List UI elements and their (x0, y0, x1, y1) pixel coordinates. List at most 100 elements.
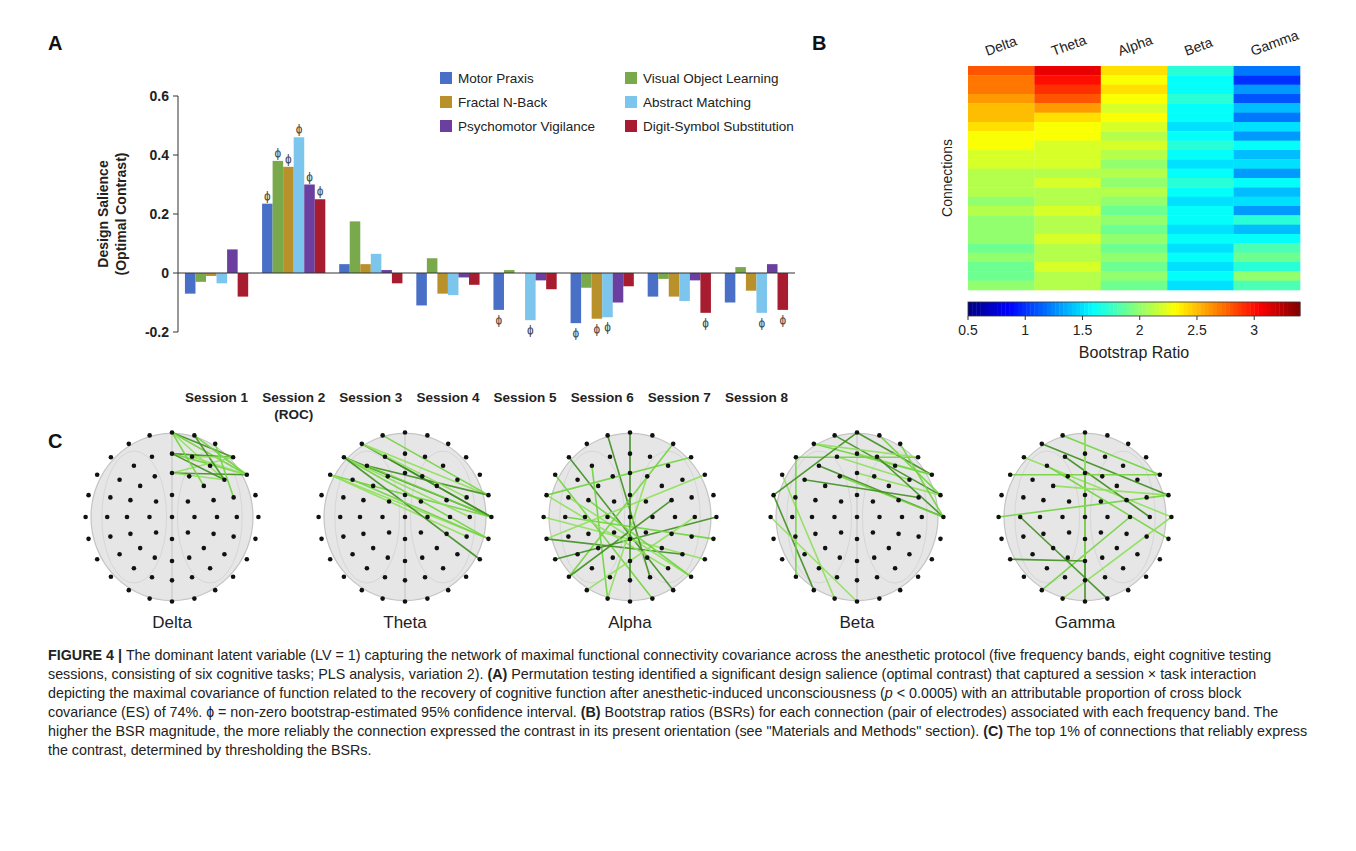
x-tick-label: Session 3 (339, 390, 403, 405)
colorbar-segment (968, 302, 973, 316)
electrode (380, 596, 385, 601)
electrode (455, 552, 460, 557)
electrode (812, 442, 817, 447)
heatmap-cell (1101, 271, 1168, 281)
legend-swatch (440, 96, 452, 108)
electrode (387, 530, 392, 535)
electrode (585, 588, 590, 593)
electrode (383, 575, 388, 580)
connection (172, 433, 204, 486)
figure: A-0.200.20.40.6Design Salience(Optimal C… (0, 0, 1356, 640)
colorbar-segment (1151, 302, 1156, 316)
significance-marker: ɸ (296, 122, 303, 136)
electrode (544, 493, 549, 498)
panel-label: C (48, 430, 62, 452)
column-label: Alpha (1116, 31, 1155, 58)
heatmap-cell (1034, 253, 1101, 263)
connection (771, 517, 857, 601)
electrode (896, 532, 901, 537)
electrode (996, 515, 1001, 520)
electrode (813, 532, 818, 537)
electrode (147, 433, 152, 438)
electrode (1126, 442, 1131, 447)
electrode (839, 499, 844, 504)
colorbar-tick (1139, 316, 1140, 320)
electrode (478, 472, 483, 477)
heatmap-cell (968, 131, 1035, 141)
colorbar-segment (1072, 302, 1077, 316)
electrode (1008, 472, 1013, 477)
electrode (628, 578, 633, 583)
heatmap-cell (1167, 113, 1234, 123)
heatmap-cell (968, 75, 1035, 85)
colorbar-tick (1025, 316, 1026, 320)
heatmap-cell (1234, 243, 1301, 253)
heatmap-cell (1234, 281, 1301, 291)
electrode (1103, 454, 1108, 459)
bar (658, 273, 669, 279)
caption-text: FIGURE 4 | (48, 647, 126, 663)
electrode (253, 537, 258, 542)
electrode (138, 546, 143, 551)
electrode (612, 530, 617, 535)
electrode (835, 575, 840, 580)
colorbar-segment (1084, 302, 1089, 316)
heatmap-cell (968, 169, 1035, 179)
electrode (361, 498, 366, 503)
colorbar-segment (1047, 302, 1052, 316)
electrode (1126, 588, 1131, 593)
x-tick-label: Session 2(ROC) (262, 390, 325, 422)
bar (613, 273, 624, 303)
electrode (128, 532, 133, 537)
connection (814, 444, 918, 457)
colorbar-segment (1030, 302, 1035, 316)
colorbar-segment (1122, 302, 1127, 316)
electrode (380, 433, 385, 438)
heatmap-cell (1101, 197, 1168, 207)
electrode (1128, 515, 1133, 520)
electrode (147, 515, 152, 520)
electrode (898, 588, 903, 593)
colorbar-tick (1254, 316, 1255, 320)
colorbar-segment (1059, 302, 1064, 316)
connection (1053, 486, 1168, 495)
connections (172, 433, 247, 498)
column-label: Gamma (1248, 27, 1300, 59)
legend-swatch (440, 72, 452, 84)
heatmap-cell (1234, 187, 1301, 197)
electrode (365, 566, 370, 571)
colorbar-segment (1063, 302, 1068, 316)
heatmap-cell (1167, 271, 1234, 281)
electrode (628, 451, 633, 456)
heatmap-cell (1234, 75, 1301, 85)
electrode (186, 530, 191, 535)
electrode (832, 433, 837, 438)
colorbar-segment (1146, 302, 1151, 316)
colorbar-segment (1105, 302, 1110, 316)
electrode (403, 493, 408, 498)
colorbar-segment (1184, 302, 1189, 316)
legend-swatch (625, 96, 637, 108)
heatmap-cell (968, 159, 1035, 169)
connection (192, 456, 233, 458)
colorbar-segment (1001, 302, 1006, 316)
electrode (235, 515, 240, 520)
electrode (567, 574, 572, 579)
heatmap-cell (1234, 206, 1301, 216)
electrode (871, 530, 876, 535)
heatmap-cell (968, 197, 1035, 207)
electrode (1060, 433, 1065, 438)
colorbar-segment (1163, 302, 1168, 316)
electrode (1063, 575, 1068, 580)
column-label: Delta (983, 33, 1019, 59)
electrode (108, 534, 113, 539)
electrode (468, 515, 473, 520)
bar (262, 204, 273, 273)
electrode (644, 499, 649, 504)
heatmap-cell (1034, 113, 1101, 123)
electrode (875, 454, 880, 459)
electrode (1099, 499, 1104, 504)
electrode (793, 495, 798, 500)
heatmap-cell (1101, 103, 1168, 113)
brain-outline (91, 433, 253, 600)
